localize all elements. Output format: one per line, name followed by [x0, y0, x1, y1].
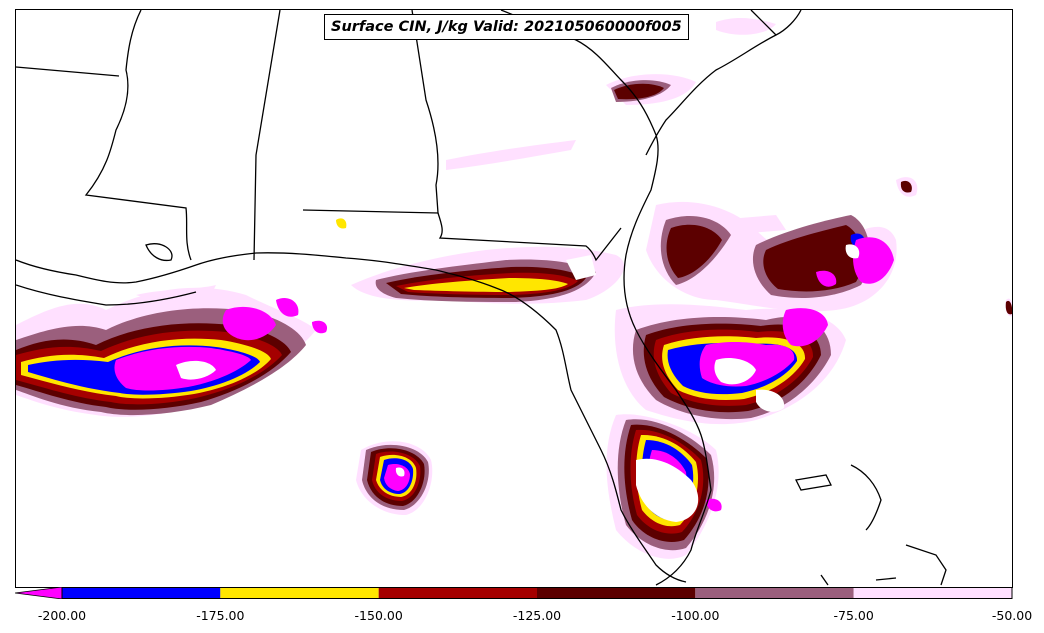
cin-contour-holes: [176, 244, 860, 522]
cin-map: [16, 10, 1012, 586]
coastlines-borders: [16, 10, 947, 586]
colorbar-tick-2: -150.00: [354, 608, 403, 623]
colorbar-segment-5: [853, 587, 1012, 599]
colorbar-tick-3: -125.00: [512, 608, 562, 623]
colorbar-tick-1: -175.00: [196, 608, 245, 623]
colorbar-tick-5: -75.00: [833, 608, 874, 623]
map-title: Surface CIN, J/kg Valid: 202105060000f00…: [324, 14, 689, 40]
map-panel: [15, 9, 1013, 588]
colorbar-segment-3: [537, 587, 696, 599]
colorbar: [15, 587, 1013, 599]
colorbar-tick-4: -100.00: [671, 608, 720, 623]
colorbar-tick-0: -200.00: [37, 608, 87, 623]
colorbar-segment-4: [695, 587, 854, 599]
colorbar-segment-1: [220, 587, 379, 599]
colorbar-segments: [62, 587, 1012, 599]
colorbar-segment-2: [378, 587, 537, 599]
colorbar-under-extension: [15, 587, 63, 599]
colorbar-tick-6: -50.00: [991, 608, 1033, 623]
colorbar-segment-0: [62, 587, 221, 599]
colorbar-outline: [61, 587, 1013, 599]
